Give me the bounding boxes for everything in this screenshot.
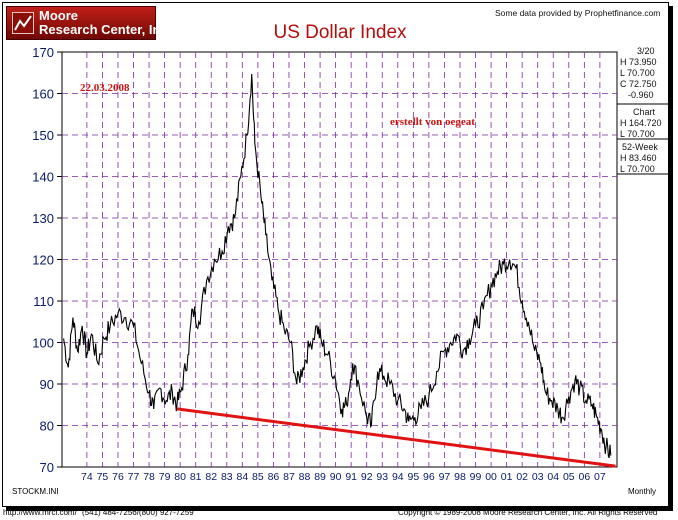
x-tick-label: 87 <box>283 471 295 483</box>
x-tick-label: 94 <box>392 471 404 483</box>
price-series-line <box>63 73 612 459</box>
x-tick-label: 03 <box>532 471 544 483</box>
sidebar-52week-high: H 83.460 <box>620 153 657 163</box>
author-annotation: erstellt von oegeat <box>390 116 475 128</box>
x-tick-label: 01 <box>501 471 513 483</box>
chart-title: US Dollar Index <box>273 22 407 43</box>
x-tick-label: 99 <box>470 471 482 483</box>
sidebar-close: C 72.750 <box>620 79 657 89</box>
y-tick-label: 110 <box>33 294 54 309</box>
red-trend-line <box>176 407 616 468</box>
sidebar-chart-low: L 70.700 <box>620 129 655 139</box>
x-tick-label: 88 <box>299 471 311 483</box>
y-tick-label: 100 <box>32 336 54 351</box>
x-tick-label: 85 <box>252 471 264 483</box>
x-tick-label: 02 <box>516 471 528 483</box>
x-tick-label: 96 <box>423 471 435 483</box>
x-tick-label: 76 <box>112 471 124 483</box>
symbol-label: STOCKM.INI <box>12 487 59 496</box>
y-tick-label: 170 <box>32 45 54 60</box>
y-tick-label: 120 <box>32 253 54 268</box>
x-tick-label: 82 <box>205 471 217 483</box>
x-tick-label: 92 <box>361 471 373 483</box>
x-tick-label: 74 <box>81 471 93 483</box>
sidebar-chart-label: Chart <box>633 107 656 117</box>
x-tick-label: 75 <box>97 471 109 483</box>
date-annotation: 22.03.2008 <box>80 82 130 94</box>
x-tick-label: 07 <box>594 471 606 483</box>
sidebar-change: -0.960 <box>628 90 654 100</box>
x-tick-label: 79 <box>159 471 171 483</box>
sidebar-high: H 73.950 <box>620 57 657 67</box>
x-tick-label: 04 <box>547 471 559 483</box>
sidebar-52week-low: L 70.700 <box>620 164 655 174</box>
x-tick-label: 89 <box>314 471 326 483</box>
x-tick-label: 93 <box>376 471 388 483</box>
y-tick-label: 80 <box>40 419 54 434</box>
sidebar-chart-high: H 164.720 <box>620 118 662 128</box>
data-provider-note: Some data provided by Prophetfinance.com <box>495 8 661 18</box>
x-tick-label: 05 <box>563 471 575 483</box>
logo-emblem-icon <box>12 12 34 34</box>
x-tick-label: 00 <box>485 471 497 483</box>
x-tick-label: 06 <box>579 471 591 483</box>
footer-copyright: Copyright © 1989-2008 Moore Research Cen… <box>398 508 658 517</box>
x-tick-label: 84 <box>236 471 248 483</box>
x-tick-label: 77 <box>128 471 140 483</box>
x-tick-label: 90 <box>330 471 342 483</box>
sidebar-52week-label: 52-Week <box>622 142 658 152</box>
y-tick-label: 90 <box>40 377 54 392</box>
x-tick-label: 80 <box>174 471 186 483</box>
y-tick-label: 150 <box>32 128 54 143</box>
y-tick-label: 130 <box>32 211 54 226</box>
y-tick-label: 70 <box>40 460 54 475</box>
footer-url[interactable]: http://www.mrci.com/ <box>3 508 77 517</box>
period-label: Monthly <box>628 487 657 496</box>
x-tick-label: 97 <box>439 471 451 483</box>
x-tick-label: 86 <box>268 471 280 483</box>
x-tick-label: 81 <box>190 471 202 483</box>
footer-phone: (541) 484-7256/(800) 927-7259 <box>82 508 194 517</box>
y-tick-label: 140 <box>32 170 54 185</box>
logo-line-1: Moore <box>39 8 78 23</box>
x-tick-label: 91 <box>345 471 357 483</box>
logo-line-2: Research Center, Inc. <box>39 22 172 37</box>
moore-logo: Moore Research Center, Inc. <box>6 6 171 40</box>
x-tick-label: 78 <box>143 471 155 483</box>
sidebar-date: 3/20 <box>637 46 655 56</box>
x-tick-label: 98 <box>454 471 466 483</box>
x-tick-label: 83 <box>221 471 233 483</box>
y-tick-label: 160 <box>32 87 54 102</box>
sidebar-low: L 70.700 <box>620 68 655 78</box>
x-tick-label: 95 <box>408 471 420 483</box>
